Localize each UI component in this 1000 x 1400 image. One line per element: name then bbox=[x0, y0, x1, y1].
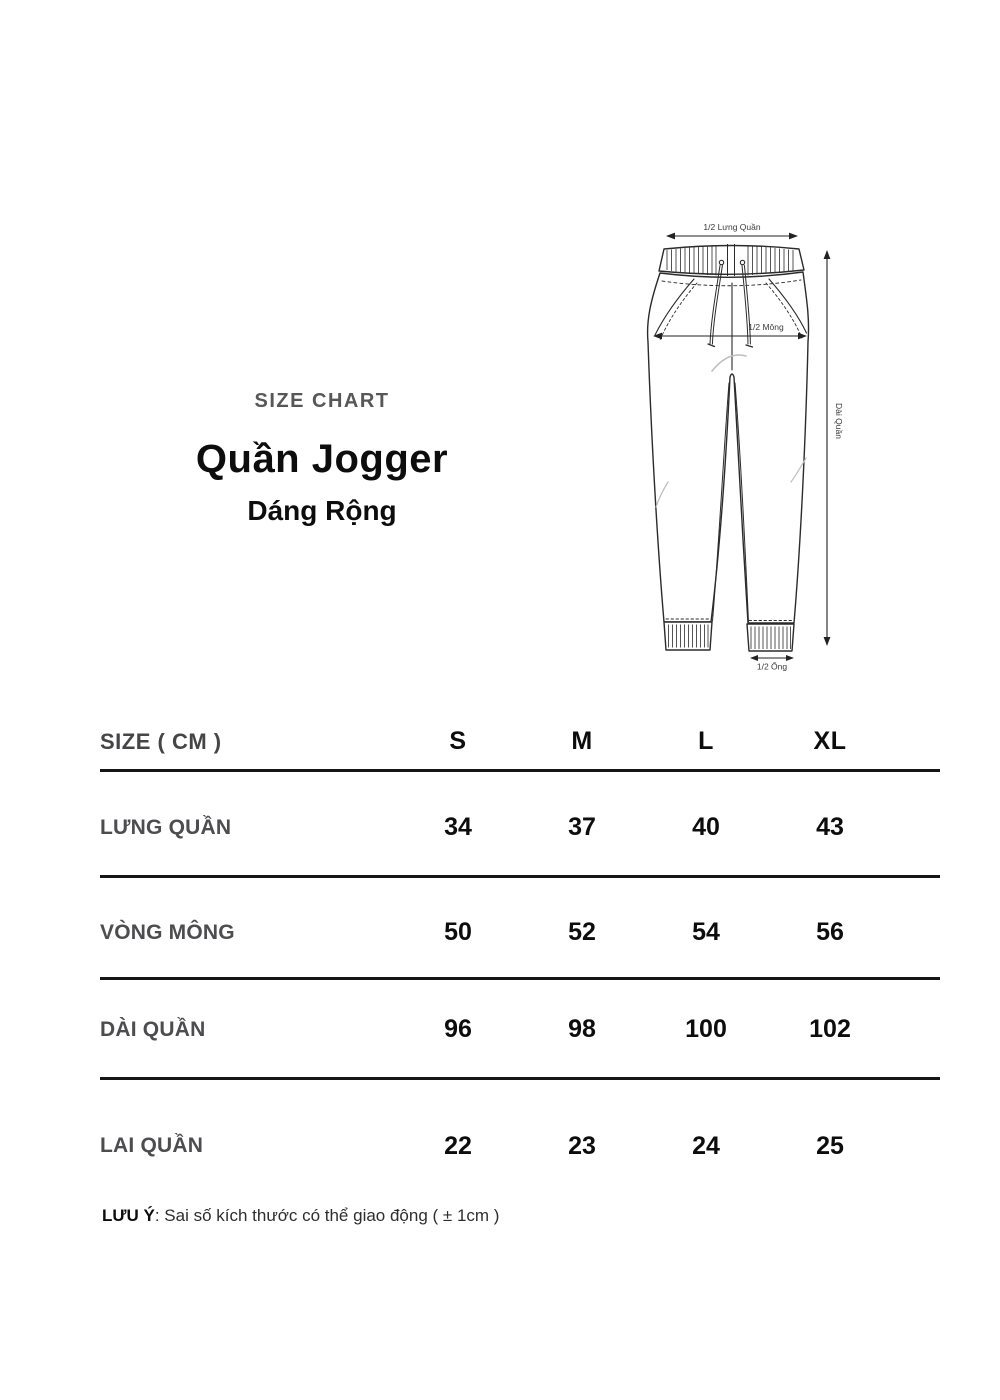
arrowheads bbox=[653, 232, 831, 661]
column-header-xl: XL bbox=[813, 727, 847, 755]
dimension-arrows bbox=[662, 235, 828, 659]
value-l: 40 bbox=[692, 813, 720, 841]
value-xl: 56 bbox=[816, 918, 844, 946]
row-label: VÒNG MÔNG bbox=[100, 920, 235, 944]
column-header-m: M bbox=[571, 727, 593, 755]
hip-dimension-label: 1/2 Mông bbox=[748, 322, 784, 332]
tolerance-note-text: : Sai số kích thước có thể giao động ( ±… bbox=[154, 1206, 500, 1225]
value-s: 96 bbox=[444, 1015, 472, 1043]
table-header-row: SIZE ( CM ) S M L XL bbox=[100, 708, 940, 772]
waistband-ribs bbox=[666, 245, 794, 276]
value-s: 34 bbox=[444, 813, 472, 841]
table-row-lai-quan: LAI QUẦN 22 23 24 25 bbox=[100, 1080, 940, 1210]
table-row-vong-mong: VÒNG MÔNG 50 52 54 56 bbox=[100, 878, 940, 980]
value-m: 98 bbox=[568, 1015, 596, 1043]
value-s: 22 bbox=[444, 1131, 472, 1160]
eyebrow-size-chart: SIZE CHART bbox=[254, 390, 390, 412]
value-l: 54 bbox=[692, 918, 720, 946]
table-header-size-cm: SIZE ( CM ) bbox=[100, 728, 222, 754]
value-l: 24 bbox=[692, 1131, 720, 1160]
page-subtitle: Dáng Rộng bbox=[247, 495, 397, 526]
row-label: DÀI QUẦN bbox=[100, 1017, 206, 1041]
leg-cuffs bbox=[663, 621, 795, 652]
size-table: SIZE ( CM ) S M L XL LƯNG QUẦN 34 37 40 … bbox=[100, 708, 940, 1210]
title-block: SIZE CHART Quần Jogger Dáng Rộng bbox=[122, 390, 522, 526]
column-header-s: S bbox=[449, 727, 467, 755]
value-xl: 102 bbox=[809, 1015, 851, 1043]
waistband bbox=[658, 244, 805, 276]
table-row-lung-quan: LƯNG QUẦN 34 37 40 43 bbox=[100, 772, 940, 878]
value-xl: 25 bbox=[816, 1131, 844, 1160]
value-l: 100 bbox=[685, 1015, 727, 1043]
drawstring bbox=[707, 265, 754, 348]
table-row-dai-quan: DÀI QUẦN 96 98 100 102 bbox=[100, 980, 940, 1080]
pants-seams bbox=[654, 278, 808, 623]
row-label: LAI QUẦN bbox=[100, 1134, 204, 1157]
value-m: 23 bbox=[568, 1131, 596, 1160]
value-xl: 43 bbox=[816, 813, 844, 841]
tolerance-note: LƯU Ý: Sai số kích thước có thể giao độn… bbox=[102, 1206, 499, 1226]
length-dimension-label: Dài Quần bbox=[834, 403, 844, 439]
jogger-technical-drawing: 1/2 Lưng Quần 1/2 Mông Dài Quần 1/2 Ống bbox=[646, 222, 844, 672]
waist-dimension-label: 1/2 Lưng Quần bbox=[703, 222, 760, 232]
pants-outline bbox=[646, 271, 810, 624]
fold-marks bbox=[655, 354, 807, 508]
value-m: 52 bbox=[568, 918, 596, 946]
row-label: LƯNG QUẦN bbox=[100, 815, 232, 839]
value-m: 37 bbox=[568, 813, 596, 841]
page-title: Quần Jogger bbox=[195, 437, 449, 481]
value-s: 50 bbox=[444, 918, 472, 946]
hem-dimension-label: 1/2 Ống bbox=[757, 661, 788, 672]
column-header-l: L bbox=[698, 727, 714, 755]
tolerance-note-label: LƯU Ý bbox=[102, 1206, 155, 1225]
